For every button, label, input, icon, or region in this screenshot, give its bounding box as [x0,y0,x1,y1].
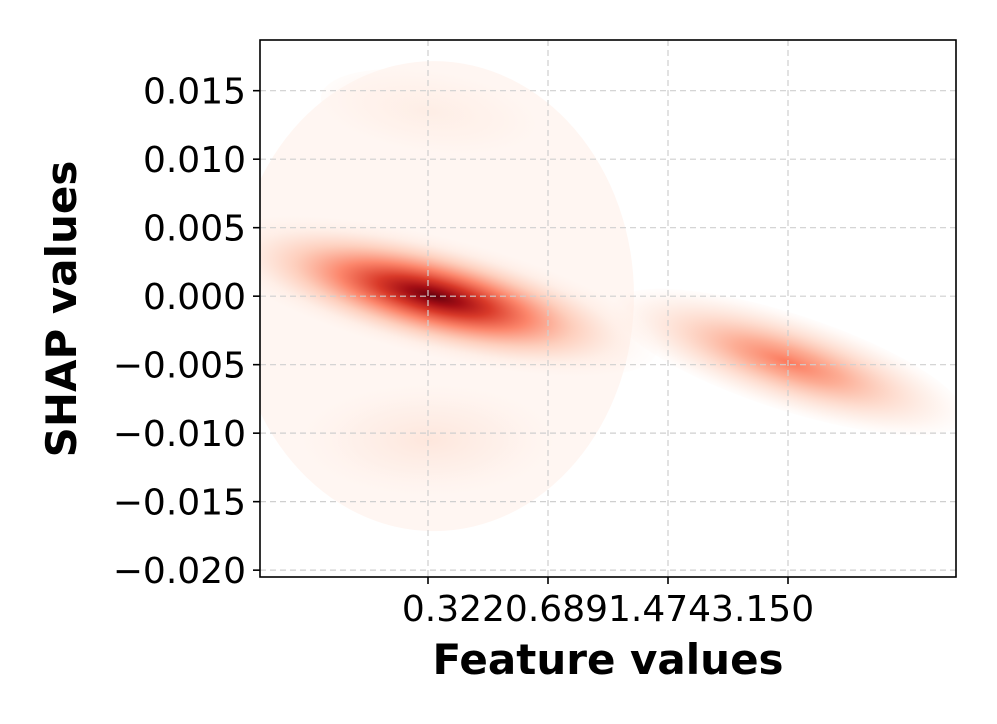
x-axis: 0.3220.6891.4743.150 [402,577,814,630]
y-tick-label: −0.010 [113,414,246,455]
grid-layer [260,40,956,577]
y-tick-label: −0.015 [113,483,246,524]
y-tick-label: 0.015 [143,72,246,113]
x-axis-title: Feature values [432,635,783,684]
y-tick-label: −0.020 [113,551,246,592]
x-tick-labels: 0.3220.6891.4743.150 [402,589,814,630]
plot-frame [259,39,957,578]
y-tick-label: 0.000 [143,277,246,318]
y-tick-label: 0.010 [143,140,246,181]
y-tick-label: −0.005 [113,346,246,387]
y-axis: 0.015 0.010 0.005 0.000 −0.005 −0.010 −0.015 −0… [113,72,260,592]
y-tick-label: 0.005 [143,209,246,250]
y-axis-title: SHAP values [37,161,86,458]
